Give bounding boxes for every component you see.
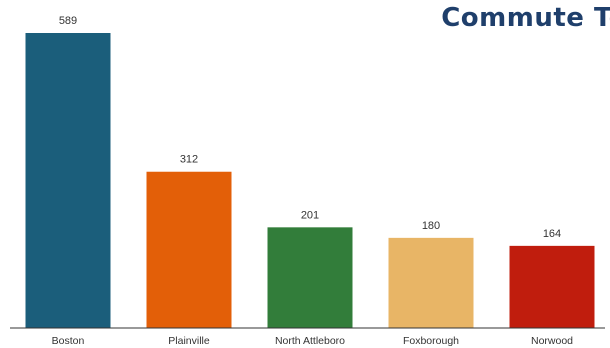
bars-layer: 589 Boston 312 Plainville 201 North Attleboro… bbox=[25, 15, 595, 347]
value-label: 164 bbox=[543, 228, 561, 240]
x-tick-label: Norwood bbox=[531, 335, 573, 347]
bar-plainville bbox=[146, 171, 232, 328]
value-label: 589 bbox=[59, 15, 77, 27]
bar-north-attleboro bbox=[267, 227, 353, 328]
x-tick-label: Foxborough bbox=[403, 335, 459, 347]
x-tick-label: Boston bbox=[52, 335, 85, 347]
bar-boston bbox=[25, 33, 111, 328]
value-label: 180 bbox=[422, 220, 440, 232]
chart-title: Commute To: bbox=[441, 3, 610, 33]
x-tick-label: North Attleboro bbox=[275, 335, 345, 347]
bar-foxborough bbox=[388, 237, 474, 328]
value-label: 201 bbox=[301, 209, 319, 221]
value-label: 312 bbox=[180, 154, 198, 166]
x-tick-label: Plainville bbox=[168, 335, 210, 347]
bar-norwood bbox=[509, 245, 595, 328]
